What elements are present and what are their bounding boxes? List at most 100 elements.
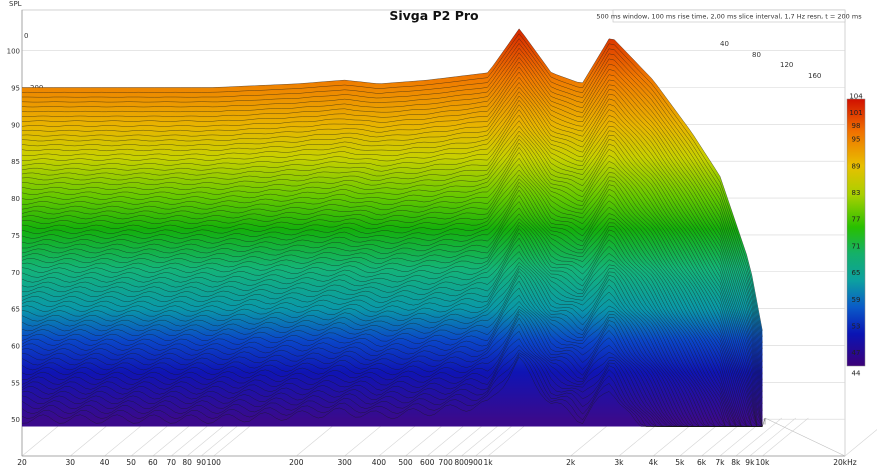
x-tick-label: 800 xyxy=(454,458,469,467)
x-grid-line xyxy=(844,429,877,457)
waterfall-slice-line xyxy=(22,294,763,427)
waterfall-slice-line xyxy=(22,265,763,427)
waterfall-slice-line xyxy=(22,47,763,356)
colorbar-tick-label: 53 xyxy=(852,322,861,330)
x-tick-label: 7k xyxy=(715,458,725,467)
waterfall-slice-line xyxy=(22,189,763,427)
x-tick-label: 20 xyxy=(17,458,27,467)
x-tick-label: 400 xyxy=(372,458,387,467)
waterfall-slice-line xyxy=(22,52,763,362)
waterfall-slice-line xyxy=(22,218,763,427)
x-tick-label: 30 xyxy=(66,458,76,467)
waterfall-slice-line xyxy=(22,134,763,427)
x-tick-label: 9k xyxy=(745,458,755,467)
x-tick-label: 80 xyxy=(182,458,192,467)
waterfall-slice-line xyxy=(22,114,763,427)
colorbar-tick-label: 95 xyxy=(852,136,861,144)
waterfall-slice-line xyxy=(22,352,763,427)
x-tick-label: 8k xyxy=(731,458,741,467)
waterfall-slice-line xyxy=(22,232,763,427)
x-tick-label: 2k xyxy=(566,458,576,467)
waterfall-slice-line xyxy=(22,95,763,418)
y-tick-label: 55 xyxy=(11,379,20,387)
x-tick-label: 3k xyxy=(614,458,624,467)
waterfall-slice-line xyxy=(22,280,763,427)
waterfall-slice-line xyxy=(22,38,763,343)
time-tick-label: 0 xyxy=(24,32,28,40)
waterfall-slice-line xyxy=(22,185,763,427)
x-tick-label: 600 xyxy=(420,458,435,467)
x-grid-line xyxy=(762,417,809,457)
x-tick-label: 900 xyxy=(468,458,483,467)
x-tick-label: 300 xyxy=(337,458,352,467)
waterfall-slice-line xyxy=(22,91,763,411)
waterfall-slice-line xyxy=(22,287,763,427)
x-tick-label: 500 xyxy=(398,458,413,467)
waterfall-slice-line xyxy=(22,207,763,427)
waterfall-slice-line xyxy=(22,213,763,427)
waterfall-slice-line xyxy=(22,262,763,427)
y-tick-labels: 50 55 60 65 70 75 80 85 90 95 100 xyxy=(7,48,20,424)
y-tick-label: 75 xyxy=(11,232,20,240)
colorbar-tick-label: 71 xyxy=(852,242,861,250)
waterfall-slice-line xyxy=(22,313,763,427)
y-tick-label: 85 xyxy=(11,158,20,166)
y-tick-label: 95 xyxy=(11,85,20,93)
colorbar-tick-label: 83 xyxy=(852,189,861,197)
colorbar-tick-label: 89 xyxy=(852,162,861,170)
y-tick-label: 50 xyxy=(11,416,20,424)
waterfall-slice-line xyxy=(22,257,763,427)
waterfall-slice-line xyxy=(22,349,763,427)
waterfall-slice-line xyxy=(22,344,763,427)
waterfall-slice-line xyxy=(22,76,763,392)
waterfall-surface xyxy=(22,28,766,427)
y-tick-label: 100 xyxy=(7,48,20,56)
waterfall-slice-line xyxy=(22,86,763,405)
colorbar-tick-label: 44 xyxy=(852,370,861,378)
waterfall-slice-line xyxy=(22,109,763,427)
x-tick-label: 6k xyxy=(697,458,707,467)
waterfall-slice-line xyxy=(22,308,763,427)
waterfall-slice-line xyxy=(22,104,763,427)
waterfall-slice-line xyxy=(22,317,763,427)
x-grid-line xyxy=(749,417,797,457)
waterfall-slice-line xyxy=(22,57,763,369)
x-tick-label: 5k xyxy=(675,458,685,467)
waterfall-slice-line xyxy=(22,221,763,427)
waterfall-slice-line xyxy=(22,301,763,427)
colorbar-tick-label: 98 xyxy=(852,122,861,130)
waterfall-slice-line xyxy=(22,169,763,427)
x-tick-label: 1k xyxy=(484,458,494,467)
x-tick-label: 4k xyxy=(649,458,659,467)
waterfall-slice-line xyxy=(22,130,763,427)
x-tick-label: 70 xyxy=(166,458,176,467)
waterfall-slice-line xyxy=(22,305,763,427)
waterfall-slice-line xyxy=(22,33,763,337)
x-tick-label: 90 xyxy=(196,458,206,467)
time-tick-label: 80 xyxy=(752,51,761,59)
legend-text: 500 ms window, 100 ms rise time, 2,00 ms… xyxy=(596,13,862,21)
x-tick-label: 700 xyxy=(438,458,453,467)
waterfall-slice-line xyxy=(22,178,763,427)
waterfall-slice-line xyxy=(22,66,763,381)
legend-box xyxy=(612,9,846,23)
y-tick-label: 80 xyxy=(11,195,20,203)
waterfall-edge xyxy=(762,417,766,427)
y-tick-label: 70 xyxy=(11,269,20,277)
time-tick-label: 160 xyxy=(808,72,821,80)
x-tick-label: 100 xyxy=(207,458,222,467)
waterfall-slice-line xyxy=(22,61,763,375)
waterfall-slice-line xyxy=(22,152,763,427)
x-tick-label: 10k xyxy=(755,458,770,467)
time-tick-label: 40 xyxy=(720,40,729,48)
waterfall-slice-line xyxy=(22,354,763,427)
waterfall-slice-line xyxy=(22,71,763,386)
time-tick-label: 120 xyxy=(780,61,793,69)
colorbar-tick-label: 65 xyxy=(852,269,861,277)
waterfall-slice-line xyxy=(22,82,763,398)
y-tick-label: 60 xyxy=(11,342,20,350)
colorbar-labels: 104 101 98 95 89 83 77 71 65 59 53 47 44 xyxy=(849,93,863,378)
waterfall-slice-line xyxy=(22,268,763,427)
x-tick-label: 40 xyxy=(100,458,110,467)
x-tick-label: 60 xyxy=(148,458,158,467)
